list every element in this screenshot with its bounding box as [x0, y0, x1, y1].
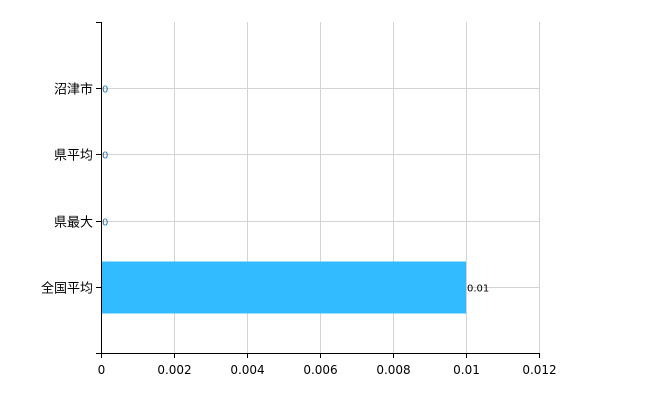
data-label: 0.01 — [467, 284, 489, 295]
x-tick-label: 0.012 — [522, 363, 556, 377]
y-tick-label: 全国平均 — [41, 281, 93, 297]
x-tick-label: 0 — [98, 363, 106, 377]
x-tick-label: 0.01 — [453, 363, 480, 377]
y-tick-label: 県平均 — [54, 149, 93, 164]
x-tick-label: 0.004 — [230, 363, 264, 377]
data-label: 0 — [102, 85, 108, 96]
bar — [101, 261, 466, 314]
y-tick-label: 県最大 — [54, 216, 93, 231]
x-tick-label: 0.002 — [157, 363, 191, 377]
x-tick-label: 0.006 — [303, 363, 337, 377]
y-tick-label: 沼津市 — [54, 82, 93, 98]
data-label: 0 — [102, 151, 108, 162]
x-tick-label: 0.008 — [376, 363, 410, 377]
data-label: 0 — [102, 218, 108, 229]
